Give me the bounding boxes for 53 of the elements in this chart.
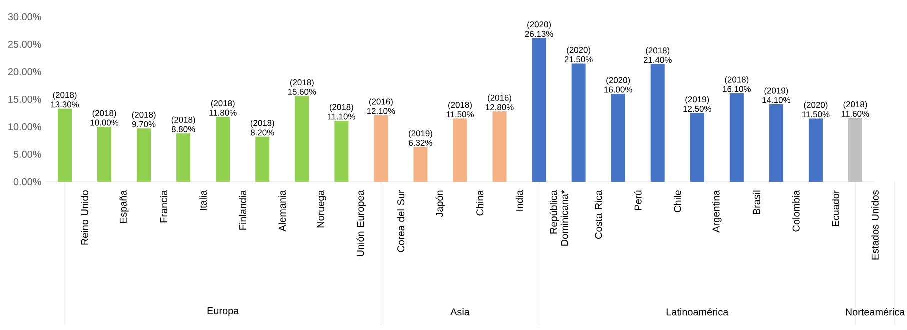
data-label: (2018) 9.70% xyxy=(132,112,156,128)
data-label: (2020) 26.13% xyxy=(525,21,554,38)
data-label: (2019) 14.10% xyxy=(762,88,791,104)
x-tick-label: Reino Unido xyxy=(81,190,88,245)
data-label: (2019) 12.50% xyxy=(684,96,712,112)
y-tick-label: 25.00% xyxy=(8,40,42,48)
x-tick-label: India xyxy=(516,190,524,211)
text: Europa xyxy=(208,308,240,316)
x-tick-label: Finlandia xyxy=(239,190,247,230)
x-tick-label: China xyxy=(476,190,484,216)
x-tick-label: Japón xyxy=(436,190,446,218)
x-tick-label: Francia xyxy=(160,190,168,223)
text: Latinoamérica xyxy=(666,308,729,316)
data-label: (2020) 21.50% xyxy=(564,46,593,63)
data-label: (2018) 13.30% xyxy=(51,92,80,108)
x-tick-label: Ecuador xyxy=(832,190,840,226)
data-label: (2018) 8.80% xyxy=(172,116,196,132)
y-tick-label: 10.00% xyxy=(8,123,42,131)
data-label: (2018) 11.80% xyxy=(210,100,237,116)
x-tick-label: Argentina xyxy=(712,190,722,233)
y-tick-label: 15.00% xyxy=(8,96,42,104)
x-tick-label: Brasil xyxy=(753,190,760,214)
y-tick-label: 0.00% xyxy=(14,178,42,186)
x-tick-label: Noruega xyxy=(317,190,326,228)
data-label: (2018) 8.20% xyxy=(250,120,274,136)
data-label: (2016) 12.80% xyxy=(486,94,514,110)
text: Norteamérica xyxy=(846,308,906,316)
x-tick-label: Perú xyxy=(634,190,642,210)
data-label: (2018) 11.10% xyxy=(328,104,356,120)
text: Asia xyxy=(450,308,470,316)
x-tick-label: Estados Unidos xyxy=(872,190,879,260)
data-label: (2016) 12.10% xyxy=(367,98,396,114)
x-tick-label: República Dominicana* xyxy=(550,190,568,246)
x-tick-label: Corea del Sur xyxy=(397,190,405,252)
data-label: (2018) 21.40% xyxy=(644,47,672,64)
x-tick-label: Unión Europea xyxy=(356,190,366,256)
data-label: (2020) 11.50% xyxy=(802,102,830,118)
x-tick-label: España xyxy=(120,190,129,224)
data-label: (2019) 6.32% xyxy=(409,130,432,146)
data-label: (2018) 11.50% xyxy=(446,102,474,118)
data-label: (2018) 15.60% xyxy=(288,79,316,95)
x-tick-label: Alemania xyxy=(278,190,286,232)
x-tick-label: Italia xyxy=(200,190,207,210)
data-label: (2018) 11.60% xyxy=(842,101,870,117)
y-tick-label: 20.00% xyxy=(8,68,42,76)
data-label: (2018) 10.00% xyxy=(90,110,119,126)
y-tick-label: 5.00% xyxy=(14,150,42,158)
data-label: (2018) 16.10% xyxy=(723,76,751,92)
x-tick-label: Colombia xyxy=(792,190,800,232)
x-tick-label: Costa Rica xyxy=(594,190,602,239)
y-tick-label: 30.00% xyxy=(8,13,42,21)
x-tick-label: Chile xyxy=(674,190,682,212)
data-label: (2020) 16.00% xyxy=(604,77,632,93)
